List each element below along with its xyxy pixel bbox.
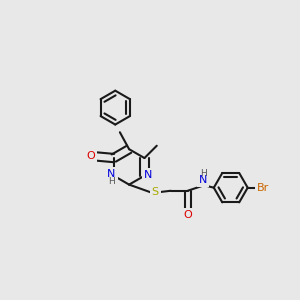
Text: O: O bbox=[183, 210, 192, 220]
Text: O: O bbox=[86, 151, 95, 161]
Text: N: N bbox=[107, 169, 116, 179]
Text: H: H bbox=[108, 177, 115, 186]
Text: H: H bbox=[200, 169, 206, 178]
Text: S: S bbox=[152, 187, 159, 197]
Text: N: N bbox=[199, 175, 207, 185]
Text: N: N bbox=[144, 170, 152, 180]
Text: Br: Br bbox=[257, 183, 269, 193]
